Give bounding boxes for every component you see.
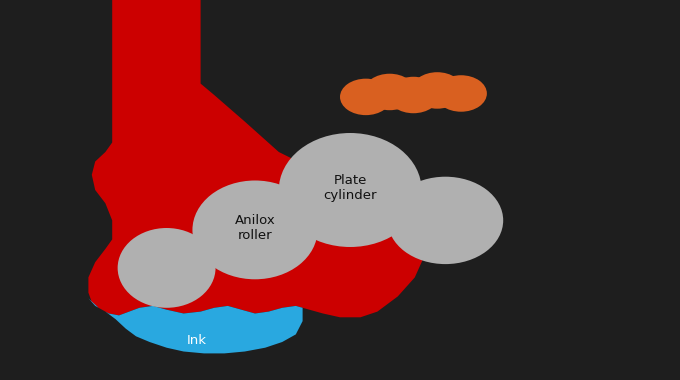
- Text: Anilox
roller: Anilox roller: [235, 214, 275, 242]
- Text: Ink: Ink: [187, 334, 207, 347]
- Polygon shape: [88, 298, 303, 353]
- Ellipse shape: [192, 180, 318, 279]
- Polygon shape: [88, 0, 425, 317]
- Ellipse shape: [435, 75, 487, 112]
- Ellipse shape: [411, 72, 463, 109]
- Ellipse shape: [388, 77, 439, 113]
- Text: Plate
cylinder: Plate cylinder: [324, 174, 377, 202]
- Ellipse shape: [364, 74, 415, 110]
- Ellipse shape: [279, 133, 422, 247]
- Ellipse shape: [388, 177, 503, 264]
- Ellipse shape: [118, 228, 216, 308]
- Ellipse shape: [340, 79, 392, 115]
